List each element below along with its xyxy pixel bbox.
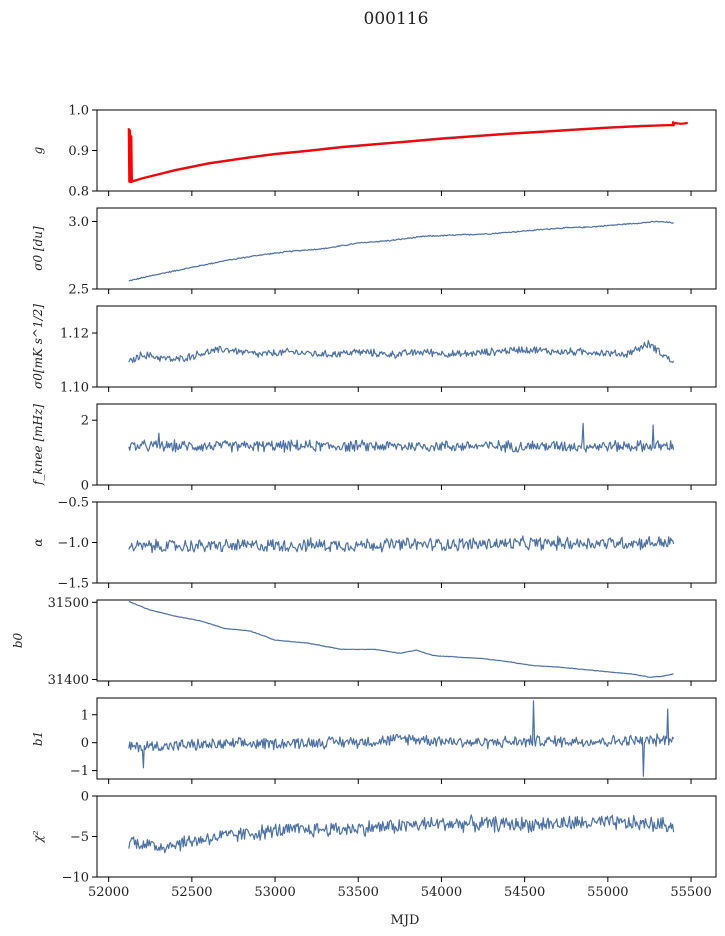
axes-frame xyxy=(96,697,717,780)
chart-panel: 0.8 0.9 1.0 g xyxy=(31,104,717,200)
y-tick-label: 1 xyxy=(81,708,89,723)
series-line xyxy=(128,601,674,678)
x-tick-label: 53500 xyxy=(338,885,379,900)
y-axis-label: σ0 [du] xyxy=(31,226,45,271)
x-axis-label: MJD xyxy=(391,913,420,928)
y-axis-label: χ² xyxy=(31,830,45,843)
y-axis-label: f_knee [mHz] xyxy=(31,404,45,486)
y-tick-label: −1.5 xyxy=(57,577,89,592)
y-tick-label: 31400 xyxy=(48,673,89,688)
series-line xyxy=(128,535,675,554)
y-tick-label: 0.8 xyxy=(68,185,89,200)
y-tick-label: 1.0 xyxy=(68,104,89,119)
axes-frame xyxy=(96,109,717,192)
series-line xyxy=(128,422,675,453)
axes-frame xyxy=(96,207,717,290)
panels: 0.8 0.9 1.0 g 2.5 3.0 σ0 [du] 1.10 1.12 σ0[mK s^1… xyxy=(11,104,717,900)
series-line xyxy=(128,220,674,282)
x-tick-label: 55000 xyxy=(587,885,628,900)
y-tick-label: −5 xyxy=(70,830,89,845)
y-axis-label: σ0[mK s^1/2] xyxy=(31,304,45,389)
x-tick-label: 54000 xyxy=(421,885,462,900)
y-tick-label: 2.5 xyxy=(68,283,89,298)
series-line xyxy=(128,814,675,854)
x-tick-label: 55500 xyxy=(670,885,711,900)
x-tick-label: 52000 xyxy=(88,885,129,900)
chart-panel: 1.10 1.12 σ0[mK s^1/2] xyxy=(31,304,717,396)
chart-panel: −1.5 −1.0 −0.5 α xyxy=(31,496,717,592)
y-tick-label: 0.9 xyxy=(68,144,89,159)
y-tick-label: 0 xyxy=(81,479,89,494)
y-tick-label: 3.0 xyxy=(68,215,89,230)
axes-frame xyxy=(96,599,717,682)
axes-frame xyxy=(96,795,717,878)
series-line xyxy=(128,124,674,183)
x-tick-label: 54500 xyxy=(504,885,545,900)
y-tick-label: 0 xyxy=(81,790,89,805)
y-tick-label: −1 xyxy=(70,764,89,779)
y-tick-label: 1.12 xyxy=(60,327,89,342)
chart-panel: 2.5 3.0 σ0 [du] xyxy=(31,207,717,298)
y-axis-label: α xyxy=(31,538,45,546)
y-axis-label: b0 xyxy=(11,632,25,648)
x-tick-label: 52500 xyxy=(171,885,212,900)
series-line xyxy=(127,121,688,184)
y-tick-label: 0 xyxy=(81,736,89,751)
y-tick-label: −1.0 xyxy=(57,536,89,551)
y-tick-label: 2 xyxy=(81,414,89,429)
figure-title: 000116 xyxy=(364,9,429,29)
y-tick-label: −0.5 xyxy=(57,496,89,511)
axes-frame xyxy=(96,403,717,486)
y-tick-label: 31500 xyxy=(48,596,89,611)
y-tick-label: 1.10 xyxy=(60,381,89,396)
chart-panel: 0 2 f_knee [mHz] xyxy=(31,403,717,494)
series-line xyxy=(128,340,675,363)
axes-frame xyxy=(96,305,717,388)
series-line xyxy=(128,700,675,777)
y-tick-label: −10 xyxy=(62,871,89,886)
x-tick-label: 53000 xyxy=(254,885,295,900)
chart-panel: −1 0 1 b1 xyxy=(31,697,717,784)
y-axis-label: g xyxy=(31,146,45,154)
y-axis-label: b1 xyxy=(31,731,45,746)
chart-panel: −10 −5 0 52000 52500 53000 53500 54000 54500 5500… xyxy=(31,790,717,900)
chart-panel: 31400 31500 b0 xyxy=(11,596,717,688)
